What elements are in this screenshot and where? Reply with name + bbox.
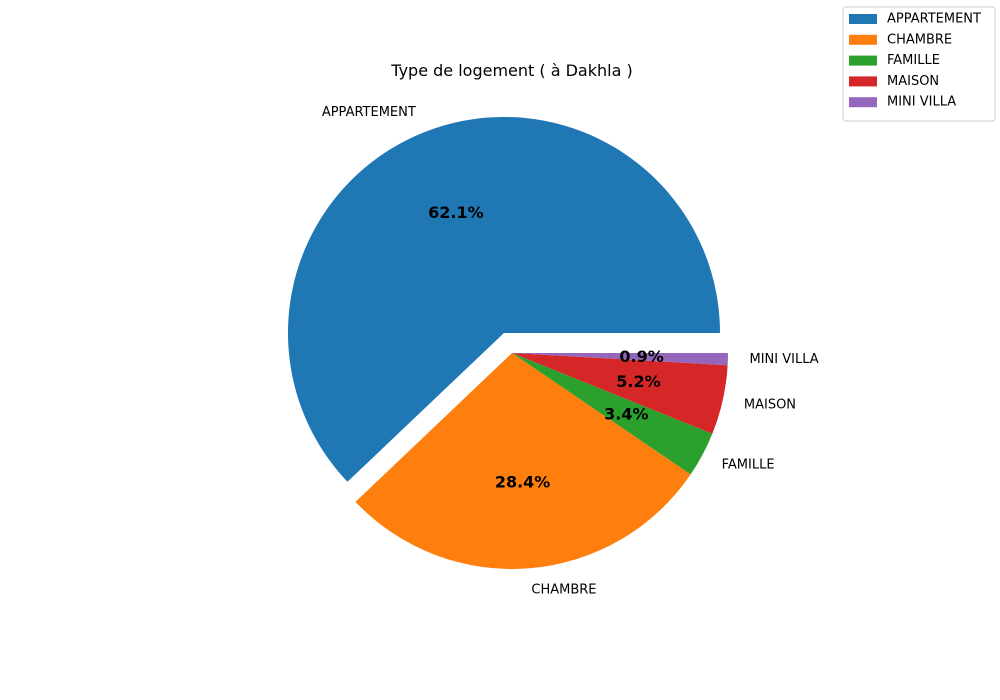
legend-frame [842,6,996,122]
slice-value-appartement: 62.1% [428,203,484,222]
legend-label-famille: FAMILLE [887,53,940,68]
slice-label-famille: FAMILLE [722,457,775,472]
pie-slice-appartement [287,116,720,482]
chart-title: Type de logement ( à Dakhla ) [390,61,632,80]
legend-label-chambre: CHAMBRE [887,32,952,47]
pie-slices [287,116,728,570]
pie-slice-maison [512,353,728,434]
slice-label-maison: MAISON [744,397,796,412]
legend-swatch-maison [849,76,877,87]
legend-swatch-famille [849,55,877,66]
slice-value-famille: 3.4% [604,405,648,424]
legend-swatch-chambre [849,34,877,45]
slice-label-chambre: CHAMBRE [531,582,596,597]
pie-labels: APPARTEMENT 62.1% CHAMBRE 28.4% FAMILLE 3.4% M… [322,105,819,598]
slice-value-chambre: 28.4% [495,473,551,492]
legend-label-maison: MAISON [887,74,939,89]
pie-slice-chambre [355,353,691,570]
legend-swatch-mini-villa [849,97,877,108]
slice-label-appartement: APPARTEMENT [322,105,416,120]
pie-slice-mini-villa [512,353,728,366]
legend-swatch-appartement [849,14,877,24]
legend-label-mini-villa: MINI VILLA [887,95,956,110]
chart-legend: APPARTEMENT CHAMBRE FAMILLE MAISON MINI VILL… [842,6,996,122]
slice-value-maison: 5.2% [616,372,660,391]
legend-label-appartement: APPARTEMENT [887,12,981,27]
slice-value-mini-villa: 0.9% [619,347,663,366]
slice-label-mini-villa: MINI VILLA [750,352,819,367]
pie-slice-famille [512,353,713,475]
